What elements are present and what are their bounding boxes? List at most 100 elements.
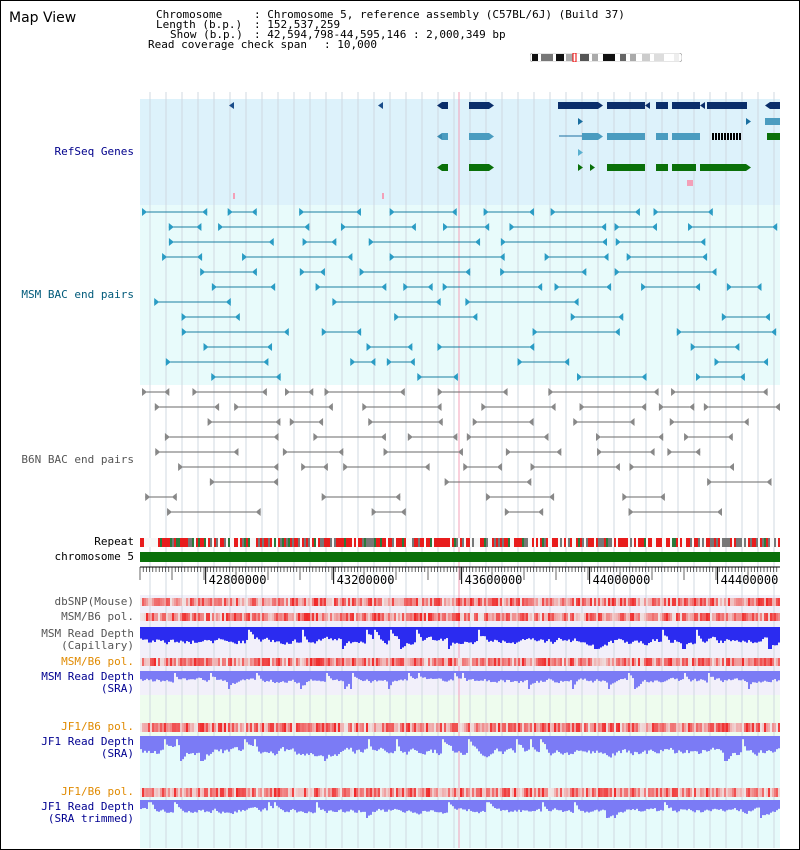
jf1-b6-pol-heat: [536, 723, 538, 732]
refseq-track-label[interactable]: RefSeq Genes: [54, 145, 134, 158]
msm-sra-depth: [316, 671, 318, 681]
jf1-trimmed-depth: [628, 800, 630, 810]
jf1-b6-pol-trimmed-label[interactable]: JF1/B6 pol.: [61, 785, 134, 798]
jf1-sra-depth: [296, 736, 298, 755]
jf1-sra-depth: [174, 736, 176, 747]
msm-sra-depth: [432, 671, 434, 679]
jf1-sra-depth: [200, 736, 202, 761]
dbsnp-heat: [474, 598, 476, 606]
bac-end: [544, 253, 550, 261]
jf1-trimmed-depth: [610, 800, 612, 817]
jf1-b6-pol-trimmed-heat: [688, 788, 690, 797]
jf1-b6-pol-trimmed-heat: [456, 788, 458, 797]
msm-capillary-depth: [720, 627, 722, 641]
msm-b6-pol-sra-label[interactable]: MSM/B6 pol.: [61, 655, 134, 668]
msm-capillary-depth: [524, 627, 526, 640]
msm-capillary-depth: [238, 627, 240, 641]
msm-capillary-depth: [154, 627, 156, 643]
jf1-b6-pol-trimmed-heat: [198, 788, 200, 797]
msm-capillary-depth: [236, 627, 238, 645]
jf1-b6-pol-trimmed-heat: [436, 788, 438, 797]
msm-capillary-depth: [272, 627, 274, 640]
msm-bac-track-label[interactable]: MSM BAC end pairs: [21, 288, 134, 301]
msm-b6-pol-heat: [614, 613, 616, 621]
jf1-b6-pol-heat: [552, 723, 554, 732]
msm-sra-depth: [730, 671, 732, 681]
dbsnp-heat: [388, 598, 390, 606]
jf1-trimmed-depth: [692, 800, 694, 812]
msm-capillary-depth: [332, 627, 334, 641]
msm-sra-depth: [458, 671, 460, 679]
bac-end: [343, 463, 349, 471]
jf1-b6-pol-trimmed-heat: [334, 788, 336, 797]
msm-b6-pol-heat: [378, 613, 380, 621]
jf1-read-depth-sra-label[interactable]: JF1 Read Depth (SRA): [4, 736, 134, 760]
msm-b6-pol-heat: [296, 613, 298, 621]
jf1-b6-pol-heat: [226, 723, 228, 732]
jf1-sra-depth: [246, 736, 248, 743]
dbsnp-heat: [326, 598, 328, 606]
jf1-b6-pol-label[interactable]: JF1/B6 pol.: [61, 720, 134, 733]
bac-end: [181, 328, 187, 336]
repeat-bar: [294, 538, 296, 547]
repeat-bar: [278, 538, 280, 547]
msm-sra-depth: [446, 671, 448, 682]
jf1-trimmed-depth: [434, 800, 436, 812]
jf1-trimmed-depth: [660, 800, 662, 810]
msm-b6-pol-heat: [186, 613, 188, 621]
jf1-b6-pol-trimmed-heat: [552, 788, 554, 797]
repeat-bar: [614, 538, 616, 547]
jf1-b6-pol-heat: [762, 723, 764, 732]
dbsnp-heat: [294, 598, 296, 606]
repeat-bar: [700, 538, 702, 547]
msm-capillary-depth: [290, 627, 292, 644]
msm-sra-depth: [486, 671, 488, 682]
msm-b6-pol-heat: [160, 613, 162, 621]
msm-sra-depth: [766, 671, 768, 682]
chromosome-ideogram[interactable]: [530, 53, 682, 62]
dbsnp-heat: [778, 598, 780, 606]
gene-arrow: [437, 164, 442, 171]
msm-b6-pol-sra-heat: [386, 658, 388, 666]
msm-sra-depth: [710, 671, 712, 677]
chromosome-track-label[interactable]: chromosome 5: [54, 550, 134, 563]
msm-capillary-depth: [472, 627, 474, 645]
dbsnp-heat: [642, 598, 644, 606]
msm-capillary-depth: [328, 627, 330, 640]
jf1-trimmed-depth: [538, 800, 540, 809]
repeat-bar: [576, 538, 578, 547]
dbsnp-heat: [618, 598, 620, 606]
repeat-track-label[interactable]: Repeat: [94, 535, 134, 548]
repeat-bar: [698, 538, 700, 547]
jf1-b6-pol-heat: [610, 723, 612, 732]
jf1-b6-pol-heat: [474, 723, 476, 732]
msm-read-depth-capillary-label[interactable]: MSM Read Depth (Capillary): [4, 628, 134, 652]
msm-b6-pol-sra-heat: [392, 658, 394, 666]
repeat-bar: [306, 538, 308, 547]
msm-b6-pol-label[interactable]: MSM/B6 pol.: [61, 610, 134, 623]
jf1-sra-depth: [462, 736, 464, 755]
jf1-b6-pol-trimmed-heat: [624, 788, 626, 797]
repeat-bar: [716, 538, 718, 547]
jf1-read-depth-trimmed-label[interactable]: JF1 Read Depth (SRA trimmed): [4, 801, 134, 825]
msm-b6-pol-sra-heat: [596, 658, 598, 666]
msm-b6-pol-heat: [350, 613, 352, 621]
bac-end: [774, 403, 780, 411]
msm-b6-pol-sra-heat: [314, 658, 316, 666]
msm-read-depth-sra-label[interactable]: MSM Read Depth (SRA): [4, 671, 134, 695]
repeat-bar: [440, 538, 442, 547]
msm-b6-pol-sra-heat: [378, 658, 380, 666]
msm-b6-pol-sra-heat: [174, 658, 176, 666]
msm-sra-depth: [204, 671, 206, 681]
jf1-b6-pol-trimmed-heat: [264, 788, 266, 797]
bac-end: [233, 448, 239, 456]
msm-capillary-depth: [706, 627, 708, 642]
b6n-bac-track-label[interactable]: B6N BAC end pairs: [21, 453, 134, 466]
msm-sra-depth: [264, 671, 266, 683]
bac-end: [530, 463, 536, 471]
dbsnp-track-label[interactable]: dbSNP(Mouse): [54, 595, 134, 608]
jf1-b6-pol-heat: [694, 723, 696, 732]
msm-b6-pol-sra-heat: [688, 658, 690, 666]
dbsnp-heat: [576, 598, 578, 606]
